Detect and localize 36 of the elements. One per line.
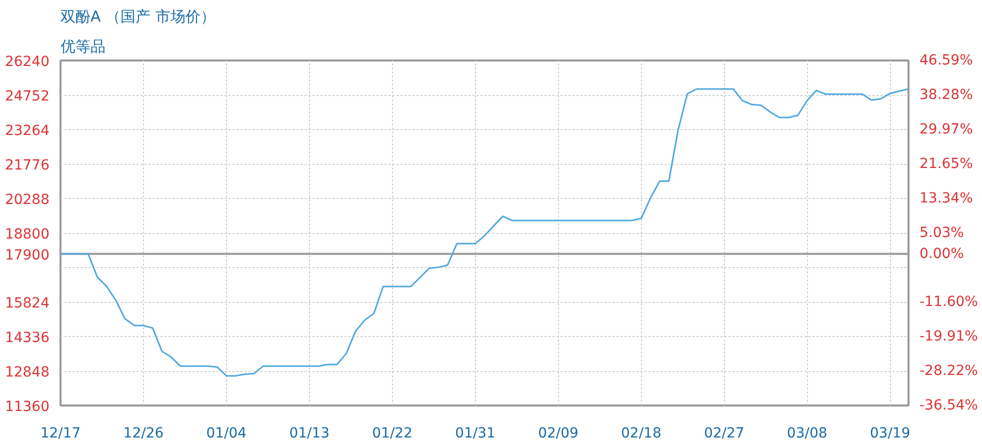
- y-tick-label: 20288: [4, 192, 50, 208]
- y-tick-label: 11360: [4, 399, 50, 415]
- line-series: [60, 88, 908, 377]
- y-tick-label: 24752: [4, 88, 50, 104]
- y2-tick-label: -11.60%: [920, 294, 978, 310]
- y2-tick-label: 13.34%: [920, 190, 973, 206]
- y2-tick-label: 29.97%: [920, 121, 973, 138]
- x-tick-label: 02/27: [704, 426, 744, 442]
- y2-tick-label: 0.00%: [920, 246, 964, 262]
- y-tick-label: 26240: [4, 54, 50, 70]
- x-tick-label: 02/18: [621, 426, 662, 442]
- y-tick-label: 21776: [4, 158, 50, 174]
- x-tick-label: 01/22: [372, 426, 413, 442]
- y2-tick-label: -28.22%: [920, 362, 978, 379]
- x-tick-label: 02/09: [538, 426, 578, 442]
- y-tick-label: 23264: [4, 123, 50, 139]
- x-tick-label: 03/19: [870, 426, 910, 442]
- y-tick-label: 12848: [4, 364, 50, 380]
- y2-tick-label: 21.65%: [920, 156, 973, 172]
- y2-tick-label: -19.91%: [920, 328, 978, 344]
- chart-title: 双酚A （国产 市场价）: [60, 8, 216, 26]
- x-tick-label: 01/31: [455, 426, 496, 442]
- y-tick-label: 17900: [4, 247, 50, 264]
- x-tick-label: 12/26: [123, 426, 164, 442]
- y2-tick-label: -36.54%: [920, 398, 978, 414]
- y2-tick-label: 38.28%: [920, 86, 973, 103]
- x-tick-label: 03/08: [786, 426, 828, 442]
- chart-subtitle: 优等品: [60, 38, 106, 56]
- y-tick-label: 14336: [4, 330, 50, 346]
- x-tick-label: 01/13: [289, 426, 330, 442]
- y-tick-label: 15824: [4, 296, 50, 312]
- x-tick-label: 01/04: [206, 426, 247, 442]
- y2-tick-label: 46.59%: [920, 52, 973, 68]
- x-tick-label: 12/17: [40, 426, 81, 442]
- y2-tick-label: 5.03%: [920, 224, 964, 241]
- y-tick-label: 18800: [4, 226, 50, 242]
